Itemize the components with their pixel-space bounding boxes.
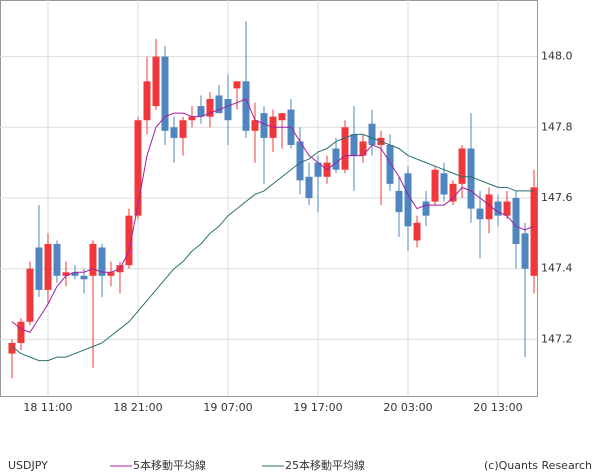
candle-body	[386, 144, 394, 184]
candle-body	[197, 106, 205, 117]
y-tick-label: 147.8	[541, 120, 573, 133]
symbol: USDJPY	[8, 459, 48, 472]
candle-body	[485, 194, 493, 220]
candle-body	[395, 190, 403, 213]
candle-body	[224, 99, 232, 121]
x-tick-label: 18 21:00	[113, 401, 162, 414]
candle-body	[512, 198, 520, 244]
candle-body	[503, 201, 511, 216]
candle-body	[125, 215, 133, 266]
candle-body	[107, 272, 115, 276]
candle-body	[161, 56, 169, 131]
candle-body	[521, 233, 529, 269]
candle-body	[413, 222, 421, 241]
x-tick-label: 19 07:00	[203, 401, 252, 414]
x-tick-label: 18 11:00	[23, 401, 72, 414]
candle-body	[206, 99, 214, 117]
candle-body	[179, 120, 187, 138]
x-tick-label: 19 17:00	[293, 401, 342, 414]
legend-label: 5本移動平均線	[133, 458, 206, 472]
candle-body	[71, 272, 79, 276]
candle-body	[26, 268, 34, 322]
candle-body	[188, 116, 196, 121]
candle-body	[170, 127, 178, 138]
candle-body	[341, 127, 349, 170]
candle-body	[440, 173, 448, 195]
candle-body	[476, 208, 484, 220]
candle-body	[143, 81, 151, 121]
candle-body	[134, 120, 142, 216]
candle-body	[404, 173, 412, 227]
candle-body	[17, 321, 25, 343]
candle-body	[530, 187, 538, 276]
legend-label: 25本移動平均線	[285, 458, 365, 472]
candle-body	[494, 201, 502, 216]
candle-body	[422, 201, 430, 216]
x-tick-label: 20 03:00	[383, 401, 432, 414]
candle-body	[80, 275, 88, 280]
candle-body	[260, 113, 268, 138]
candle-body	[8, 342, 16, 354]
candle-body	[359, 141, 367, 156]
candle-body	[215, 95, 223, 114]
candle-body	[35, 247, 43, 290]
candle-body	[233, 81, 241, 89]
candle-body	[467, 148, 475, 209]
y-tick-label: 147.6	[541, 191, 573, 204]
candle-body	[53, 243, 61, 276]
y-tick-label: 148.0	[541, 50, 573, 63]
candle-body	[251, 120, 259, 131]
candle-body	[89, 243, 97, 276]
candle-body	[152, 56, 160, 107]
candle-body	[98, 247, 106, 276]
candle-body	[44, 243, 52, 290]
y-tick-label: 147.2	[541, 332, 573, 345]
candle-body	[431, 169, 439, 202]
candle-body	[368, 123, 376, 145]
candle-body	[242, 81, 250, 131]
candle-body	[350, 134, 358, 156]
candle-body	[62, 272, 70, 276]
candle-body	[305, 176, 313, 198]
candle-body	[449, 183, 457, 202]
y-tick-label: 147.4	[541, 262, 573, 275]
moving-average-line	[11, 98, 535, 333]
candle-body	[314, 162, 322, 177]
candle-body	[458, 148, 466, 184]
candle-body	[332, 148, 340, 170]
moving-average-line	[11, 133, 535, 362]
candle-body	[296, 141, 304, 181]
x-tick-label: 20 13:00	[473, 401, 522, 414]
credit: (c)Quants Research	[484, 459, 592, 472]
candle-body	[278, 113, 286, 121]
